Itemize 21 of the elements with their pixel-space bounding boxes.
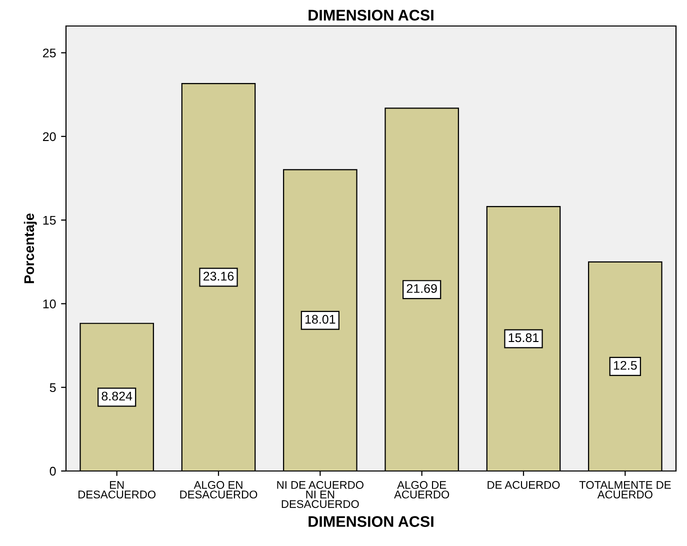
x-tick-label: ALGO DE ACUERDO [394,481,450,498]
data-label: 15.81 [508,333,539,342]
y-tick-label: 10 [43,300,56,308]
y-tick-label: 0 [50,466,56,476]
data-label: 8.824 [102,392,132,401]
x-tick-label: DE ACUERDO [488,481,560,489]
data-label: 18.01 [305,314,336,324]
y-axis-title: Porcentaje [24,213,37,284]
x-tick-label: ALGO EN DESACUERDO [180,481,258,498]
data-label: 21.69 [406,284,437,293]
chart-title: DIMENSION ACSI [308,10,434,21]
x-axis-title: DIMENSION ACSI [308,516,434,527]
x-tick-label: NI DE ACUERDO NI EN DESACUERDO [277,481,364,508]
y-tick-label: 15 [43,216,56,225]
x-tick-label: EN DESACUERDO [78,481,156,498]
data-label: 23.16 [203,272,234,281]
y-tick-label: 25 [43,48,56,58]
y-tick-label: 20 [43,132,56,142]
data-label: 12.5 [614,360,637,370]
y-tick-label: 5 [50,383,56,392]
x-tick-label: TOTALMENTE DE ACUERDO [579,481,671,498]
